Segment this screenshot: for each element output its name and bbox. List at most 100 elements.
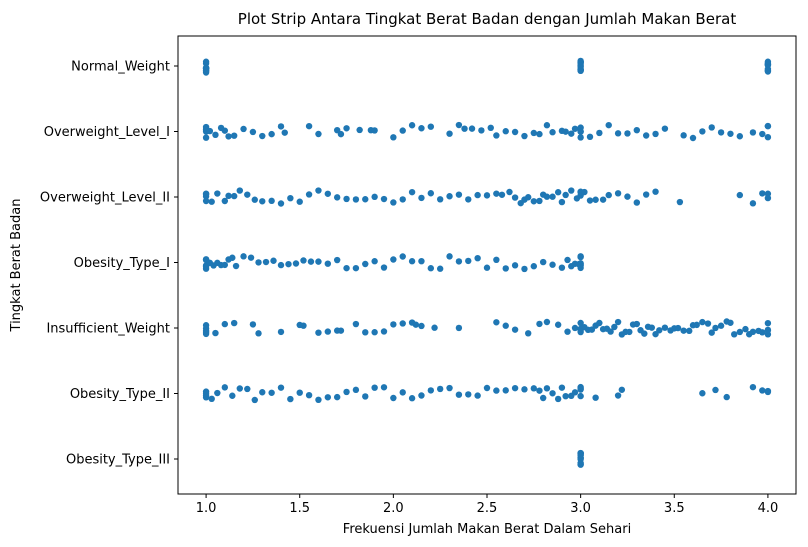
data-point: [686, 327, 693, 335]
data-point: [249, 128, 257, 136]
data-point: [474, 255, 481, 262]
y-tick-label: Overweight_Level_I: [44, 125, 170, 140]
data-point: [536, 130, 543, 138]
data-point: [759, 130, 766, 138]
data-point: [656, 327, 663, 334]
data-point: [343, 125, 350, 132]
data-point: [206, 127, 214, 135]
data-point: [764, 320, 772, 327]
data-point: [676, 198, 684, 206]
data-point: [539, 258, 547, 266]
data-point: [229, 254, 236, 261]
data-point: [759, 387, 766, 394]
data-point: [581, 188, 588, 196]
data-point: [549, 193, 556, 200]
data-point: [571, 389, 579, 396]
data-point: [225, 133, 232, 140]
x-tick-label: 2.0: [383, 501, 404, 516]
data-point: [577, 128, 584, 135]
data-point: [633, 199, 641, 206]
data-point: [642, 132, 650, 139]
data-point: [399, 196, 406, 203]
data-point: [571, 324, 579, 332]
data-point: [236, 187, 243, 194]
data-point: [759, 190, 766, 197]
data-point: [287, 395, 294, 403]
data-point: [465, 196, 472, 203]
data-point: [465, 391, 472, 398]
data-point: [333, 194, 341, 201]
data-point: [333, 393, 341, 401]
x-axis-label: Frekuensi Jumlah Makan Berat Dalam Sehar…: [343, 522, 631, 537]
data-point: [577, 57, 584, 65]
y-tick-label: Obesity_Type_I: [74, 256, 170, 271]
data-point: [427, 387, 435, 394]
data-point: [599, 196, 607, 203]
data-point: [390, 256, 397, 263]
data-point: [605, 191, 612, 199]
data-point: [455, 258, 463, 265]
data-point: [549, 261, 556, 268]
data-point: [539, 394, 547, 402]
data-point: [521, 386, 528, 393]
data-point: [543, 385, 551, 392]
data-point: [577, 134, 584, 141]
data-point: [764, 327, 772, 334]
data-point: [461, 125, 468, 132]
data-point: [214, 389, 221, 397]
data-point: [652, 188, 659, 195]
data-point: [251, 196, 258, 203]
data-point: [285, 260, 292, 268]
y-tick-label: Obesity_Type_III: [66, 453, 170, 468]
data-point: [699, 390, 706, 397]
data-point: [577, 62, 584, 69]
data-point: [380, 328, 388, 335]
data-point: [277, 328, 285, 336]
data-point: [708, 124, 715, 131]
data-point: [764, 133, 772, 141]
data-point: [717, 129, 725, 136]
data-point: [208, 395, 215, 403]
data-point: [324, 260, 332, 267]
data-point: [661, 125, 669, 132]
data-point: [577, 452, 584, 459]
data-point: [446, 384, 453, 392]
data-point: [614, 318, 622, 326]
data-point: [412, 321, 420, 328]
data-point: [727, 319, 734, 326]
data-point: [626, 328, 633, 336]
data-point: [558, 198, 566, 206]
data-point: [408, 395, 416, 402]
data-point: [562, 191, 569, 199]
y-axis: Normal_Weight Overweight_Level_I Overweigh…: [40, 60, 178, 468]
data-point: [749, 200, 757, 207]
data-point: [483, 384, 491, 392]
data-point: [483, 192, 491, 199]
data-point: [221, 197, 229, 205]
data-point: [474, 191, 481, 199]
data-point: [352, 196, 360, 203]
data-point: [502, 128, 509, 135]
data-point: [577, 392, 584, 400]
data-point: [502, 322, 509, 329]
data-point: [736, 133, 744, 140]
data-point: [596, 129, 603, 137]
data-point: [296, 198, 303, 205]
data-point: [759, 329, 766, 336]
data-point: [356, 126, 363, 134]
data-point: [315, 329, 322, 336]
data-point: [315, 130, 322, 138]
data-point: [549, 129, 556, 136]
data-point: [390, 394, 397, 402]
data-point: [408, 122, 416, 129]
data-point: [680, 327, 687, 334]
data-point: [236, 385, 243, 392]
data-point: [337, 327, 345, 334]
data-point: [427, 265, 435, 272]
data-point: [641, 330, 648, 337]
data-point: [742, 325, 749, 333]
data-point: [731, 331, 738, 338]
data-point: [525, 194, 532, 201]
